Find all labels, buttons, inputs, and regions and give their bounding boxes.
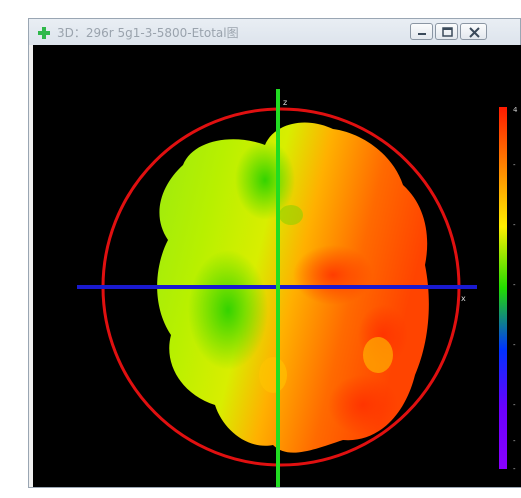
close-button[interactable]: [460, 23, 487, 40]
colorbar-tick-2: -: [513, 221, 516, 229]
colorbar-tick-1: -: [513, 161, 516, 169]
colorbar-tick-7: -: [513, 465, 516, 473]
colorbar-tick-6: -: [513, 437, 516, 445]
3d-viewport[interactable]: x z 4 - - - - - - -: [33, 45, 521, 487]
x-axis-label: x: [461, 294, 466, 303]
colorbar-tick-4: -: [513, 341, 516, 349]
colorbar-top-label: 4: [513, 106, 518, 114]
colorbar-tick-3: -: [513, 281, 516, 289]
minimize-button[interactable]: [410, 23, 433, 40]
3d-pattern-window: 3D：296r 5g1-3-5800-Etotal图: [28, 18, 521, 488]
vertical-axis-label: z: [283, 98, 287, 107]
window-title: 3D：296r 5g1-3-5800-Etotal图: [57, 26, 239, 40]
colorbar-tick-5: -: [513, 401, 516, 409]
green-plus-icon: [37, 25, 51, 39]
title-bar[interactable]: 3D：296r 5g1-3-5800-Etotal图: [29, 19, 520, 45]
maximize-button[interactable]: [435, 23, 458, 40]
color-scale-bar: 4 - - - - - - -: [499, 106, 518, 473]
